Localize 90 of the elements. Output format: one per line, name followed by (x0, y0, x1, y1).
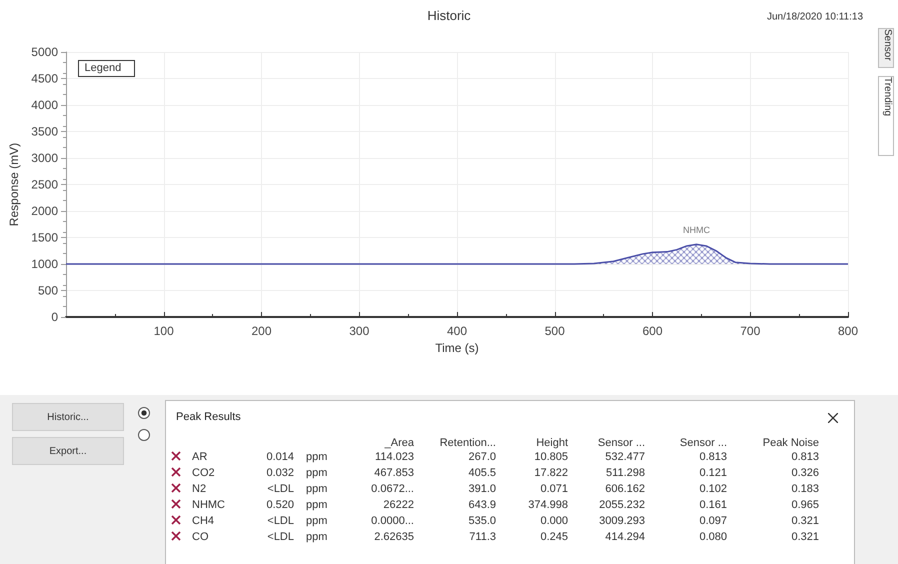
text: 535.0 (468, 515, 496, 527)
text: 0.520 (266, 499, 294, 511)
text: 391.0 (468, 483, 496, 495)
category-label: Height (535, 437, 569, 449)
text: ppm (306, 451, 328, 463)
category-label: Sensor ... (596, 437, 646, 449)
text: 532.477 (605, 451, 645, 463)
text: <LDL (267, 515, 294, 527)
text: 267.0 (468, 451, 496, 463)
text: Trending (878, 76, 894, 156)
category-label: CO (192, 531, 208, 543)
text: Historic... (12, 403, 124, 431)
category-label: Retention... (438, 437, 497, 449)
text: 467.853 (374, 467, 414, 479)
x-tick-label: 500 (544, 324, 566, 338)
y-tick-label: 500 (38, 284, 58, 298)
text: 17.822 (534, 467, 568, 479)
x-tick-label: 400 (446, 324, 468, 338)
y-tick-label: 2000 (31, 204, 58, 218)
text: 0.813 (791, 451, 819, 463)
text: <LDL (267, 531, 294, 543)
text: 643.9 (468, 499, 496, 511)
text: 0.0672... (371, 483, 414, 495)
text: 0.326 (791, 467, 819, 479)
category-label: CO2 (192, 467, 215, 479)
text: 26222 (383, 499, 414, 511)
text: Sensor (878, 28, 894, 68)
category-label: Sensor ... (678, 437, 728, 449)
text: 0.121 (699, 467, 727, 479)
text: ppm (306, 483, 328, 495)
text: 0.321 (791, 515, 819, 527)
category-label: NHMC (192, 499, 225, 511)
category-label: N2 (192, 483, 206, 495)
text: 0.097 (699, 515, 727, 527)
text: 0.071 (540, 483, 568, 495)
text: 0.813 (699, 451, 727, 463)
text: Export... (12, 437, 124, 465)
text: 0.014 (266, 451, 294, 463)
y-tick-label: 1500 (31, 230, 58, 244)
text: 414.294 (605, 531, 645, 543)
text: 0.000 (540, 515, 568, 527)
text: ppm (306, 515, 328, 527)
x-tick-label: 800 (838, 324, 858, 338)
text: 711.3 (469, 531, 496, 543)
text: 0.102 (699, 483, 727, 495)
text: 0.161 (699, 499, 727, 511)
text: 606.162 (605, 483, 645, 495)
text: ppm (306, 499, 328, 511)
text: <LDL (267, 483, 294, 495)
text: 0.080 (699, 531, 727, 543)
category-label: _Area (384, 437, 415, 449)
y-axis-title: Response (mV) (7, 142, 21, 226)
y-tick-label: 5000 (31, 45, 58, 59)
annotation: Legend (84, 62, 122, 74)
y-tick-label: 0 (51, 310, 58, 324)
text: Peak Results (176, 411, 241, 423)
text: 2055.232 (599, 499, 645, 511)
text: 511.298 (606, 467, 645, 479)
category-label: Peak Noise (762, 437, 820, 449)
x-axis-title: Time (s) (435, 340, 479, 355)
x-tick-label: 100 (154, 324, 174, 338)
chart-title: Historic (427, 8, 472, 23)
text: ppm (306, 467, 328, 479)
text: 0.183 (791, 483, 819, 495)
text: 374.998 (528, 499, 568, 511)
text: 10.805 (534, 451, 568, 463)
chart-subtitle: Jun/18/2020 10:11:13 (766, 12, 864, 22)
category-label: AR (192, 451, 208, 463)
y-tick-label: 4500 (31, 72, 58, 86)
y-tick-label: 1000 (31, 257, 58, 271)
text: 0.321 (791, 531, 819, 543)
text: 405.5 (468, 467, 496, 479)
x-tick-label: 300 (349, 324, 370, 338)
text: 3009.293 (599, 515, 645, 527)
text: 0.965 (791, 499, 819, 511)
text: 0.0000... (371, 515, 414, 527)
text: 114.023 (375, 451, 414, 463)
x-tick-label: 200 (251, 324, 272, 338)
y-tick-label: 2500 (31, 178, 58, 192)
text: ppm (306, 531, 328, 543)
x-tick-label: 700 (740, 324, 761, 338)
text: 0.245 (540, 531, 568, 543)
annotation: NHMC (682, 224, 710, 235)
text: 0.032 (266, 467, 294, 479)
y-tick-label: 3500 (31, 124, 58, 138)
text: 2.62635 (374, 531, 414, 543)
y-tick-label: 4000 (31, 98, 58, 112)
y-tick-label: 3000 (31, 151, 58, 165)
category-label: CH4 (192, 515, 214, 527)
x-tick-label: 600 (642, 324, 663, 338)
